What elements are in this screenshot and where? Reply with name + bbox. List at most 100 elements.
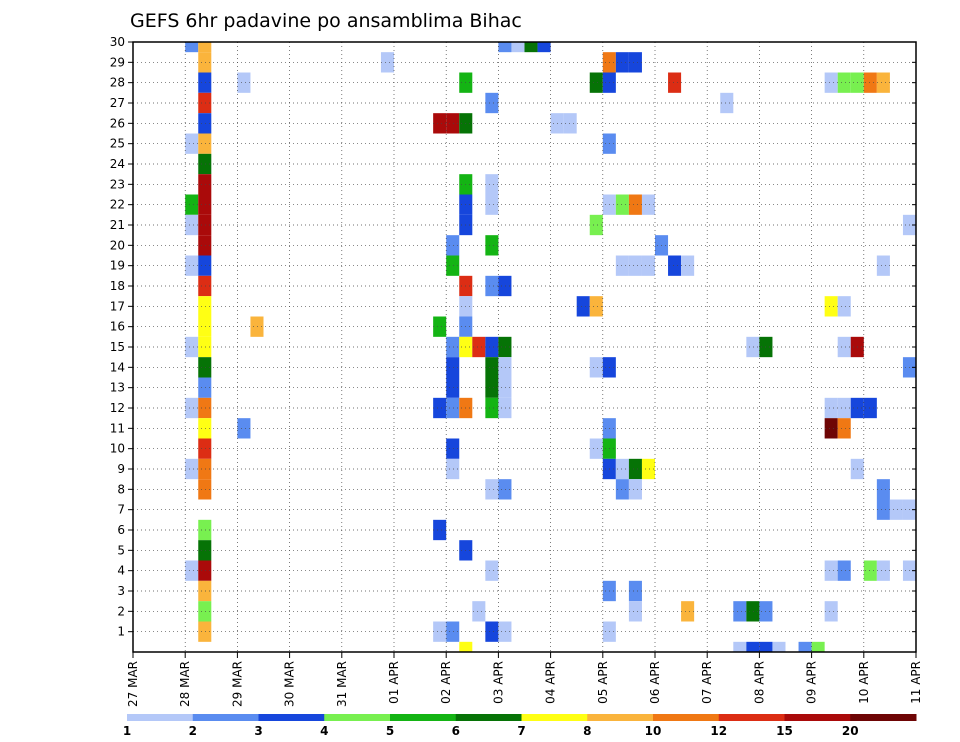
y-tick-label: 15 — [110, 340, 125, 354]
heatmap-cell — [185, 214, 199, 236]
x-tick-label: 06 APR — [648, 661, 662, 704]
colorbar-label: 1 — [123, 724, 131, 738]
x-tick-label: 09 APR — [805, 661, 819, 704]
heatmap-cell — [863, 397, 877, 419]
heatmap-cell — [485, 357, 499, 378]
heatmap-cell — [524, 42, 538, 53]
heatmap-cell — [589, 72, 603, 93]
heatmap-cell — [615, 458, 629, 480]
heatmap-cell — [628, 479, 642, 500]
heatmap-cell — [759, 641, 773, 652]
heatmap-cell — [446, 397, 460, 419]
x-tick-label: 04 APR — [544, 661, 558, 704]
heatmap-cell — [746, 336, 760, 358]
heatmap-cell — [876, 479, 890, 500]
heatmap-cell — [733, 601, 747, 622]
heatmap-cell — [485, 194, 499, 215]
x-tick-label: 30 MAR — [283, 661, 297, 707]
heatmap-cell — [198, 458, 212, 480]
heatmap-cell — [198, 601, 212, 622]
heatmap-cell — [185, 458, 199, 480]
x-tick-label: 31 MAR — [335, 661, 349, 707]
heatmap-cell — [615, 479, 629, 500]
heatmap-cell — [811, 641, 825, 652]
colorbar-swatch — [390, 714, 457, 721]
heatmap-cell — [198, 174, 212, 195]
heatmap-cell — [537, 42, 551, 53]
colorbar-swatch — [127, 714, 194, 721]
y-tick-label: 9 — [117, 462, 125, 476]
heatmap-cell — [733, 641, 747, 652]
plot-frame — [132, 41, 917, 653]
x-tick-label: 07 APR — [700, 661, 714, 704]
colorbar-label: 4 — [320, 724, 328, 738]
heatmap-cell — [198, 52, 212, 73]
heatmap-cell — [198, 519, 212, 541]
heatmap-cell — [446, 458, 460, 480]
heatmap-cell — [198, 42, 212, 53]
heatmap-cell — [589, 214, 603, 236]
heatmap-cell — [198, 72, 212, 93]
heatmap-cell — [485, 92, 499, 114]
heatmap-cell — [563, 113, 577, 134]
heatmap-cell — [198, 438, 212, 459]
x-tick-label: 11 APR — [909, 661, 923, 704]
heatmap-cell — [863, 72, 877, 93]
heatmap-cell — [615, 255, 629, 276]
heatmap-cell — [198, 194, 212, 215]
colorbar-swatch — [455, 714, 522, 721]
heatmap-cell — [824, 418, 838, 439]
heatmap-cell — [824, 296, 838, 317]
y-tick-label: 16 — [110, 320, 125, 334]
colorbar-label: 20 — [842, 724, 859, 738]
heatmap-cell — [837, 72, 851, 93]
y-tick-label: 21 — [110, 218, 125, 232]
colorbar-label: 15 — [776, 724, 793, 738]
heatmap-cell — [498, 479, 512, 500]
heatmap-cell — [485, 560, 499, 581]
x-axis: 27 MAR 28 MAR 29 MAR 30 MAR 31 MAR 01 APR 02 A… — [126, 652, 923, 707]
grid-lines — [133, 42, 916, 652]
y-tick-label: 3 — [117, 584, 125, 598]
y-tick-label: 19 — [110, 259, 125, 273]
heatmap-cell — [485, 479, 499, 500]
heatmap-cell — [824, 601, 838, 622]
heatmap-cell — [446, 255, 460, 276]
heatmap-cell — [498, 357, 512, 378]
heatmap-cell — [198, 153, 212, 175]
heatmap-cell — [198, 92, 212, 114]
heatmap-cell — [824, 397, 838, 419]
heatmap-cell — [446, 438, 460, 459]
heatmap-cell — [185, 560, 199, 581]
colorbar-label: 10 — [645, 724, 662, 738]
heatmap-cell — [837, 397, 851, 419]
y-tick-label: 2 — [117, 604, 125, 618]
x-tick-label: 03 APR — [491, 661, 505, 704]
heatmap-cell — [198, 113, 212, 134]
y-tick-label: 12 — [110, 401, 125, 415]
heatmap-cell — [589, 296, 603, 317]
x-tick-label: 01 APR — [387, 661, 401, 704]
colorbar-swatch — [258, 714, 325, 721]
heatmap-cell — [576, 296, 590, 317]
heatmap-cell — [237, 72, 251, 93]
colorbar-swatch — [587, 714, 654, 721]
heatmap-cell — [641, 255, 655, 276]
heatmap-cell — [876, 72, 890, 93]
heatmap-cell — [615, 52, 629, 73]
colorbar-label: 6 — [452, 724, 460, 738]
heatmap-cell — [198, 235, 212, 256]
heatmap-cell — [433, 621, 447, 642]
colorbar-swatch — [653, 714, 720, 721]
colorbar-label: 3 — [254, 724, 262, 738]
heatmap-cell — [876, 499, 890, 520]
heatmap-cell — [498, 397, 512, 419]
heatmap-cell — [250, 316, 264, 337]
heatmap-cell — [668, 72, 682, 93]
colorbar-label: 7 — [517, 724, 525, 738]
heatmap-cell — [628, 458, 642, 480]
heatmap-cells — [185, 42, 916, 652]
heatmap-cell — [433, 113, 447, 134]
heatmap-cell — [837, 336, 851, 358]
heatmap-cell — [185, 42, 199, 53]
